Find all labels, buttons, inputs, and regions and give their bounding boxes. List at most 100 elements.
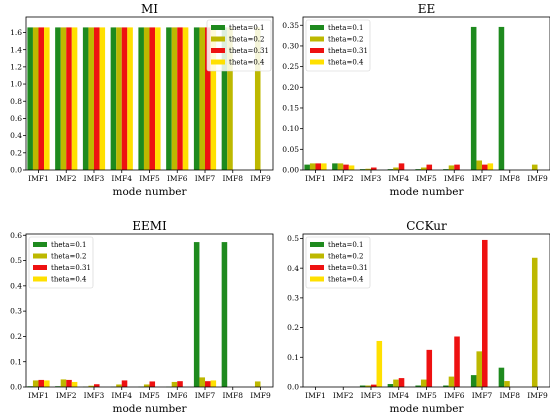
- bar-theta-0-31-IMF1: [315, 163, 322, 170]
- bar-theta-0-31-IMF3: [93, 384, 100, 387]
- x-tick-label: IMF9: [527, 174, 548, 183]
- x-tick-label: IMF1: [28, 391, 49, 400]
- y-tick-label: 0.00: [282, 166, 299, 175]
- bar-theta-0-2-IMF1: [309, 163, 316, 170]
- x-axis-label: mode number: [113, 186, 188, 198]
- bar-theta-0-4-IMF1: [44, 380, 50, 387]
- chart-panel-1: 0.00 0.05 0.10 0.15 0.20 0.25 0.30 0.35 IMF1 IMF2…: [282, 2, 550, 198]
- legend-label: theta=0.31: [328, 264, 368, 272]
- y-tick-label: 1.4: [10, 45, 22, 54]
- bar-theta-0-2-IMF2: [337, 163, 344, 170]
- bar-theta-0-1-IMF2: [55, 27, 61, 171]
- legend-label: theta=0.2: [51, 253, 86, 261]
- bar-theta-0-2-IMF6: [448, 376, 455, 387]
- y-tick-label: 0.10: [282, 124, 299, 133]
- x-tick-label: IMF1: [305, 174, 326, 183]
- x-tick-label: IMF7: [195, 174, 216, 183]
- bar-theta-0-31-IMF5: [149, 381, 156, 387]
- x-tick-label: IMF9: [250, 391, 271, 400]
- legend-label: theta=0.31: [51, 264, 91, 272]
- y-tick-label: 0.2: [287, 323, 299, 332]
- bar-theta-0-31-IMF1: [38, 379, 45, 387]
- bar-theta-0-31-IMF5: [426, 164, 433, 170]
- bar-theta-0-1-IMF8: [498, 367, 505, 387]
- bar-theta-0-31-IMF4: [121, 27, 128, 171]
- bar-theta-0-1-IMF5: [138, 27, 144, 171]
- x-tick-label: IMF5: [139, 391, 160, 400]
- bar-theta-0-2-IMF3: [88, 27, 94, 171]
- legend-swatch: [310, 276, 324, 282]
- bar-theta-0-1-IMF6: [166, 27, 172, 171]
- bar-theta-0-31-IMF4: [398, 378, 405, 387]
- bar-theta-0-2-IMF1: [32, 380, 39, 387]
- y-tick-label: 0.0: [287, 383, 299, 392]
- x-tick-label: IMF8: [499, 391, 520, 400]
- y-tick-label: 0.0: [10, 166, 22, 175]
- bar-theta-0-2-IMF7: [476, 351, 483, 387]
- chart-panel-0: 0.0 0.2 0.4 0.6 0.8 1.0 1.2 1.4 1.6 IMF1 IMF2 IMF3 I…: [10, 2, 274, 198]
- legend-swatch: [33, 276, 47, 282]
- x-tick-label: IMF3: [84, 391, 105, 400]
- bar-theta-0-4-IMF1: [44, 27, 50, 171]
- y-tick-label: 0.2: [10, 148, 22, 157]
- legend-box: [305, 19, 371, 72]
- bar-theta-0-1-IMF7: [193, 27, 200, 171]
- y-tick-label: 1.0: [10, 80, 22, 89]
- x-axis-label: mode number: [390, 186, 465, 198]
- bar-theta-0-1-IMF3: [359, 169, 366, 170]
- y-tick-label: 0.15: [282, 104, 299, 113]
- x-tick-label: IMF3: [361, 174, 382, 183]
- bar-theta-0-2-IMF5: [143, 384, 150, 387]
- legend: theta=0.1 theta=0.2 theta=0.31 theta=0.4: [28, 236, 94, 289]
- x-tick-label: IMF4: [388, 174, 409, 183]
- bar-theta-0-31-IMF7: [482, 239, 488, 387]
- bar-theta-0-4-IMF2: [71, 27, 78, 171]
- legend-swatch: [310, 253, 324, 259]
- x-tick-label: IMF8: [222, 391, 243, 400]
- bar-theta-0-2-IMF6: [171, 27, 178, 171]
- bar-theta-0-1-IMF8: [221, 27, 228, 171]
- y-tick-label: 0.1: [287, 353, 299, 362]
- legend-label: theta=0.1: [328, 24, 363, 32]
- bar-theta-0-2-IMF4: [393, 167, 399, 170]
- y-tick-label: 0.0: [10, 383, 22, 392]
- chart-panel-3: 0.0 0.1 0.2 0.3 0.4 0.5 IMF1 IMF2 IMF3 IMF4 IMF5 IM…: [287, 219, 550, 415]
- legend-swatch: [310, 36, 324, 42]
- bar-theta-0-1-IMF6: [443, 169, 449, 170]
- legend-swatch: [33, 242, 47, 247]
- x-tick-label: IMF9: [527, 391, 548, 400]
- bar-theta-0-31-IMF7: [205, 381, 211, 387]
- legend: theta=0.1 theta=0.2 theta=0.31 theta=0.4: [206, 19, 272, 72]
- bar-theta-0-4-IMF7: [210, 380, 217, 387]
- bar-theta-0-2-IMF7: [476, 160, 483, 170]
- chart-title: EE: [418, 2, 436, 16]
- y-tick-label: 1.2: [10, 62, 22, 71]
- bar-theta-0-31-IMF5: [149, 27, 156, 171]
- legend-label: theta=0.31: [229, 47, 269, 55]
- legend-swatch: [211, 59, 225, 65]
- legend-box: [28, 236, 94, 289]
- bar-theta-0-31-IMF7: [482, 164, 488, 170]
- legend-label: theta=0.1: [229, 24, 264, 32]
- bar-theta-0-2-IMF2: [60, 379, 67, 387]
- bar-theta-0-2-IMF9: [254, 381, 261, 387]
- legend-swatch: [310, 242, 324, 247]
- x-tick-label: IMF8: [222, 174, 243, 183]
- legend-label: theta=0.4: [229, 59, 265, 67]
- x-tick-label: IMF3: [84, 174, 105, 183]
- y-tick-label: 0.25: [282, 62, 299, 71]
- bar-theta-0-1-IMF5: [415, 385, 421, 387]
- bar-theta-0-1-IMF7: [470, 375, 477, 387]
- x-tick-label: IMF5: [139, 174, 160, 183]
- y-tick-label: 0.6: [10, 231, 22, 240]
- legend-swatch: [211, 48, 225, 53]
- bar-theta-0-2-IMF9: [531, 164, 538, 170]
- bar-theta-0-2-IMF4: [393, 379, 399, 387]
- bar-theta-0-31-IMF2: [343, 164, 349, 170]
- legend-label: theta=0.2: [328, 36, 363, 44]
- bar-theta-0-31-IMF7: [205, 27, 211, 171]
- chart-title: EEMI: [132, 219, 167, 233]
- legend-label: theta=0.1: [328, 241, 363, 249]
- x-tick-label: IMF2: [56, 174, 77, 183]
